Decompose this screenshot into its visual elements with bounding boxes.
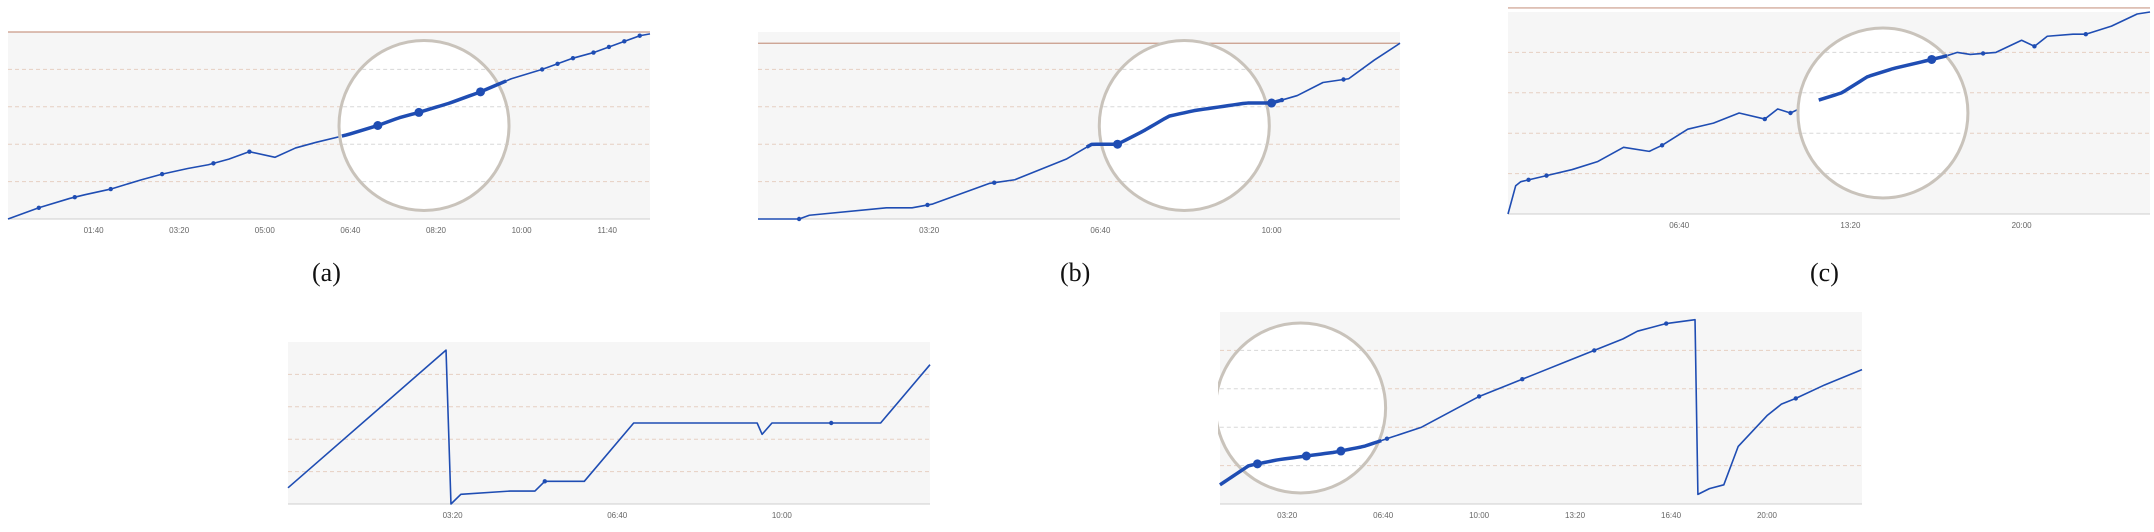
x-tick-label: 10:00: [1469, 511, 1490, 520]
zoom-data-point: [1336, 446, 1346, 456]
data-point: [606, 44, 612, 50]
x-tick-label: 03:20: [443, 511, 464, 520]
caption-c: (c): [1810, 258, 1839, 287]
zoom-lens: [1085, 39, 1283, 212]
data-point: [108, 186, 113, 192]
data-point: [211, 161, 216, 166]
x-tick-label: 06:40: [1669, 221, 1690, 230]
x-tick-label: 16:40: [1661, 511, 1682, 520]
zoom-data-point: [373, 121, 383, 130]
zoom-data-point: [1252, 459, 1262, 469]
zoom-lens: [1796, 26, 1970, 200]
chart-b: 03:20 06:40 10:00: [758, 32, 1401, 235]
data-point: [796, 216, 802, 222]
data-point: [1793, 396, 1798, 401]
data-point: [570, 55, 576, 61]
data-point: [829, 420, 834, 426]
zoom-lens: [337, 39, 511, 212]
zoom-lens: [1218, 321, 1388, 495]
data-point: [1980, 51, 1986, 56]
plot-area: [758, 32, 1400, 219]
x-tick-label: 10:00: [1262, 226, 1283, 235]
x-tick-label: 03:20: [169, 226, 190, 235]
zoom-data-point: [1301, 451, 1311, 461]
data-point: [36, 205, 42, 210]
caption-b: (b): [1060, 258, 1091, 287]
chart-c: 06:40 13:20 20:00: [1507, 7, 2151, 230]
x-tick-label: 13:20: [1840, 221, 1861, 230]
data-point: [1476, 394, 1482, 399]
panel-b: 03:20 06:40 10:00: [756, 20, 1402, 245]
panel-c: 06:40 13:20 20:00: [1506, 0, 2152, 240]
panel-e: 03:20 06:40 10:00 13:20 16:40 20:00: [1218, 300, 1864, 530]
zoom-data-point: [1927, 54, 1937, 64]
x-tick-label: 10:00: [772, 511, 793, 520]
data-point: [637, 33, 642, 38]
data-point: [542, 479, 547, 484]
x-tick-label: 20:00: [1757, 511, 1778, 520]
data-point: [159, 171, 165, 177]
zoom-series-line: [1219, 438, 1382, 487]
chart-e: 03:20 06:40 10:00 13:20 16:40 20:00: [1218, 312, 1863, 520]
panel-a: 01:40 03:20 05:00 06:40 08:20 10:00 11:40: [6, 20, 652, 245]
zoom-circle: [1796, 26, 1970, 200]
data-point: [1520, 377, 1525, 382]
x-tick-label: 01:40: [84, 226, 105, 235]
data-point: [925, 202, 930, 208]
data-point: [1664, 321, 1669, 326]
zoom-circle: [337, 39, 511, 212]
zoom-circle: [1097, 39, 1271, 212]
data-point: [1544, 173, 1549, 178]
zoom-data-point: [1113, 139, 1123, 149]
data-point: [1384, 436, 1390, 441]
data-point: [1526, 177, 1531, 183]
data-point: [622, 39, 627, 44]
data-point: [2083, 32, 2088, 37]
x-tick-label: 06:40: [1090, 226, 1111, 235]
data-point: [72, 194, 77, 200]
x-tick-label: 20:00: [2012, 221, 2033, 230]
data-point: [555, 61, 560, 66]
data-point: [1592, 348, 1597, 353]
data-point: [992, 180, 997, 185]
data-point: [539, 67, 545, 72]
data-point: [1341, 77, 1346, 82]
x-tick-label: 11:40: [597, 226, 617, 235]
x-tick-label: 05:00: [255, 226, 276, 235]
x-tick-label: 10:00: [512, 226, 533, 235]
x-tick-label: 03:20: [919, 226, 940, 235]
data-point: [2032, 44, 2037, 49]
data-point: [591, 50, 596, 55]
data-point: [1762, 116, 1767, 122]
chart-d: 03:20 06:40 10:00: [287, 342, 931, 520]
zoom-data-point: [1267, 98, 1277, 108]
series-line: [287, 349, 931, 505]
caption-a: (a): [312, 258, 341, 287]
data-point: [1788, 110, 1793, 116]
zoom-data-point: [476, 87, 486, 97]
x-tick-label: 06:40: [340, 226, 361, 235]
data-point: [247, 149, 252, 154]
chart-a: 01:40 03:20 05:00 06:40 08:20 10:00 11:40: [7, 31, 651, 235]
data-point: [1659, 143, 1665, 148]
x-tick-label: 03:20: [1277, 511, 1298, 520]
zoom-data-point: [414, 107, 424, 117]
x-tick-label: 08:20: [426, 226, 447, 235]
x-tick-label: 06:40: [607, 511, 628, 520]
zoom-series-line: [1818, 53, 1948, 102]
x-tick-label: 06:40: [1373, 511, 1394, 520]
x-tick-label: 13:20: [1565, 511, 1586, 520]
panel-d: 03:20 06:40 10:00: [286, 330, 932, 530]
